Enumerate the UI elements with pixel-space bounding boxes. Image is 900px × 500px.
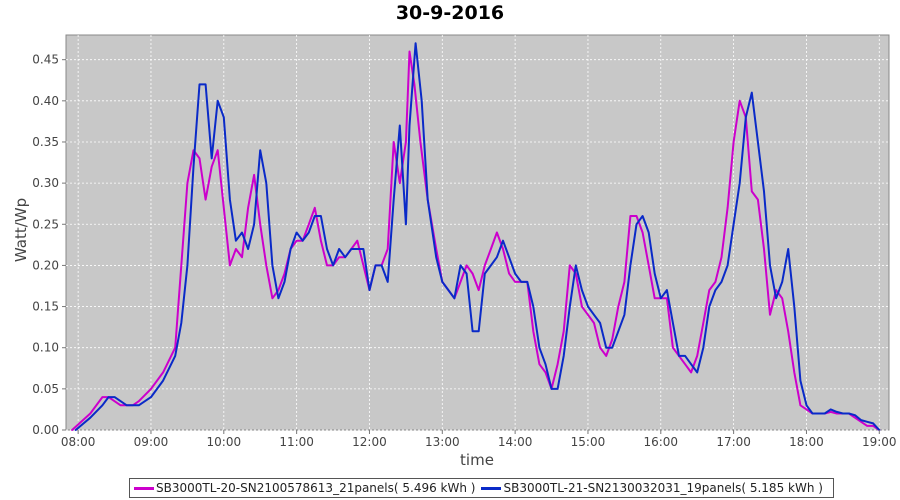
legend-swatch — [481, 486, 502, 490]
x-tick-label: 17:00 — [716, 435, 751, 449]
y-tick-label: 0.30 — [32, 176, 59, 190]
y-tick-label: 0.40 — [32, 94, 59, 108]
y-tick-label: 0.45 — [32, 53, 59, 67]
series-line-1 — [71, 50, 881, 431]
legend-label: SB3000TL-20-SN2100578613_21panels( 5.496… — [156, 481, 476, 495]
legend-swatch — [134, 486, 154, 490]
x-tick-label: 18:00 — [789, 435, 824, 449]
y-axis-title: Watt/Wp — [12, 198, 30, 262]
x-tick-label: 14:00 — [498, 435, 533, 449]
axes: 0.00 0.05 0.10 0.15 0.20 0.25 0.30 0.35 0.40 0.45… — [32, 53, 896, 449]
series-layer — [71, 42, 881, 431]
legend-item-2: SB3000TL-21-SN2130032031_19panels( 5.185… — [481, 481, 823, 495]
y-tick-label: 0.00 — [32, 423, 59, 437]
chart-title: 30-9-2016 — [395, 2, 505, 24]
x-tick-label: 15:00 — [571, 435, 606, 449]
x-tick-label: 12:00 — [352, 435, 387, 449]
x-tick-label: 08:00 — [61, 435, 96, 449]
x-tick-label: 09:00 — [134, 435, 169, 449]
y-tick-label: 0.15 — [32, 300, 59, 314]
y-tick-label: 0.20 — [32, 258, 59, 272]
x-tick-label: 19:00 — [862, 435, 897, 449]
x-tick-label: 13:00 — [425, 435, 460, 449]
y-tick-label: 0.25 — [32, 217, 59, 231]
x-tick-label: 10:00 — [207, 435, 242, 449]
y-tick-label: 0.10 — [32, 341, 59, 355]
legend-item-1: SB3000TL-20-SN2100578613_21panels( 5.496… — [134, 481, 475, 495]
series-line-2 — [74, 42, 881, 431]
y-tick-label: 0.35 — [32, 135, 59, 149]
legend-label: SB3000TL-21-SN2130032031_19panels( 5.185… — [503, 481, 823, 495]
x-tick-label: 16:00 — [643, 435, 678, 449]
legend: SB3000TL-20-SN2100578613_21panels( 5.496… — [129, 478, 834, 498]
x-tick-label: 11:00 — [279, 435, 314, 449]
y-tick-label: 0.05 — [32, 382, 59, 396]
x-axis-title: time — [460, 451, 494, 469]
